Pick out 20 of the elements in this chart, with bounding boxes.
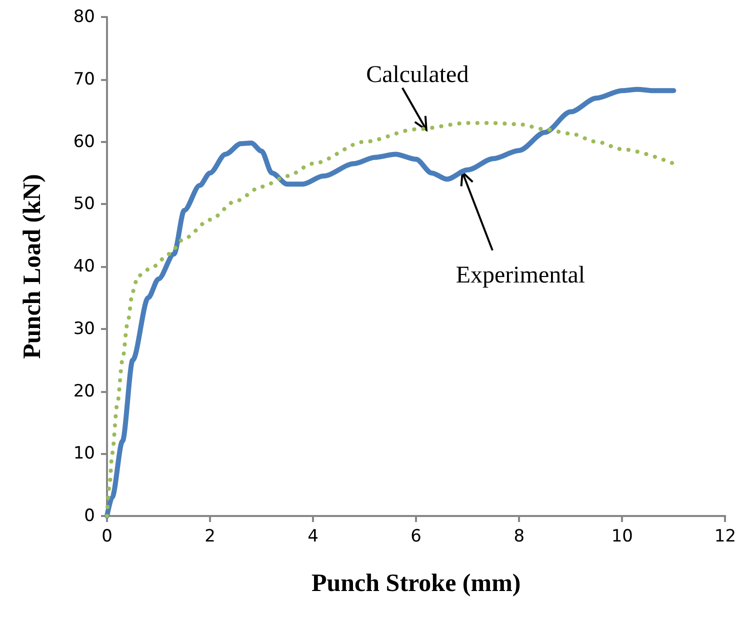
x-tick-label: 8 xyxy=(514,526,525,546)
y-tick-label: 60 xyxy=(73,132,95,152)
y-tick-label: 10 xyxy=(73,444,95,464)
y-tick-label: 40 xyxy=(73,256,95,276)
x-tick-label: 10 xyxy=(611,526,633,546)
x-axis-title: Punch Stroke (mm) xyxy=(311,570,521,597)
y-tick-label: 70 xyxy=(73,69,95,90)
x-tick-label: 2 xyxy=(204,526,216,546)
y-tick-label: 50 xyxy=(73,194,95,214)
y-axis-title: Punch Load (kN) xyxy=(19,174,46,359)
x-tick-label: 6 xyxy=(410,526,422,546)
annotation: Experimental xyxy=(456,262,586,288)
y-tick-label: 30 xyxy=(73,318,95,339)
annotation: Calculated xyxy=(366,62,469,88)
x-tick-label: 12 xyxy=(714,526,736,546)
x-tick-label: 0 xyxy=(102,526,112,546)
y-tick-label: 20 xyxy=(73,381,95,402)
x-tick-label: 4 xyxy=(308,526,318,546)
y-tick-label: 80 xyxy=(73,7,95,27)
y-tick-label: 0 xyxy=(84,506,95,526)
